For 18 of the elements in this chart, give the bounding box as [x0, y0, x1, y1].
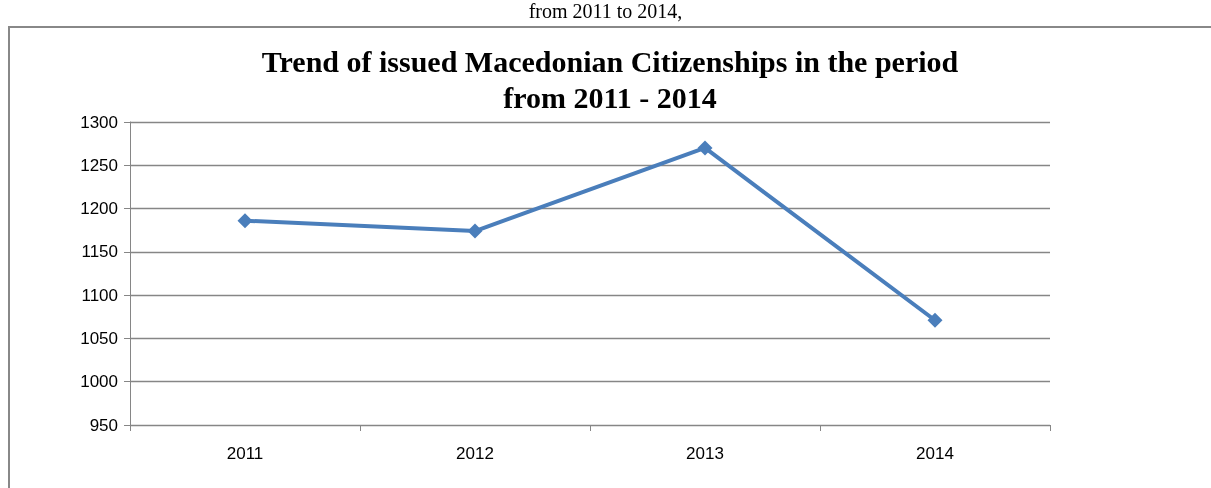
x-tick-label: 2012 — [456, 444, 494, 463]
point — [467, 223, 483, 239]
y-tick-label: 1100 — [81, 285, 118, 305]
x-tick-label: 2013 — [686, 444, 724, 463]
y-tick-label: 950 — [89, 415, 118, 435]
point — [237, 213, 253, 229]
y-tick-label: 1150 — [81, 242, 118, 262]
y-tick-label: 1300 — [80, 112, 118, 132]
x-tick-label: 2011 — [226, 444, 264, 463]
y-tick-label: 1250 — [80, 155, 118, 175]
text: from 2011 to 2014, — [527, 0, 684, 22]
x-tick-label: 2014 — [916, 444, 954, 463]
point — [927, 312, 943, 328]
chart-title: Trend of issued Macedonian Citizenships in the period from 2011 - 2014 — [261, 44, 959, 114]
y-tick-label: 1200 — [80, 199, 118, 219]
point — [697, 140, 713, 156]
y-tick-label: 1050 — [80, 328, 118, 348]
y-tick-label: 1000 — [80, 372, 118, 392]
